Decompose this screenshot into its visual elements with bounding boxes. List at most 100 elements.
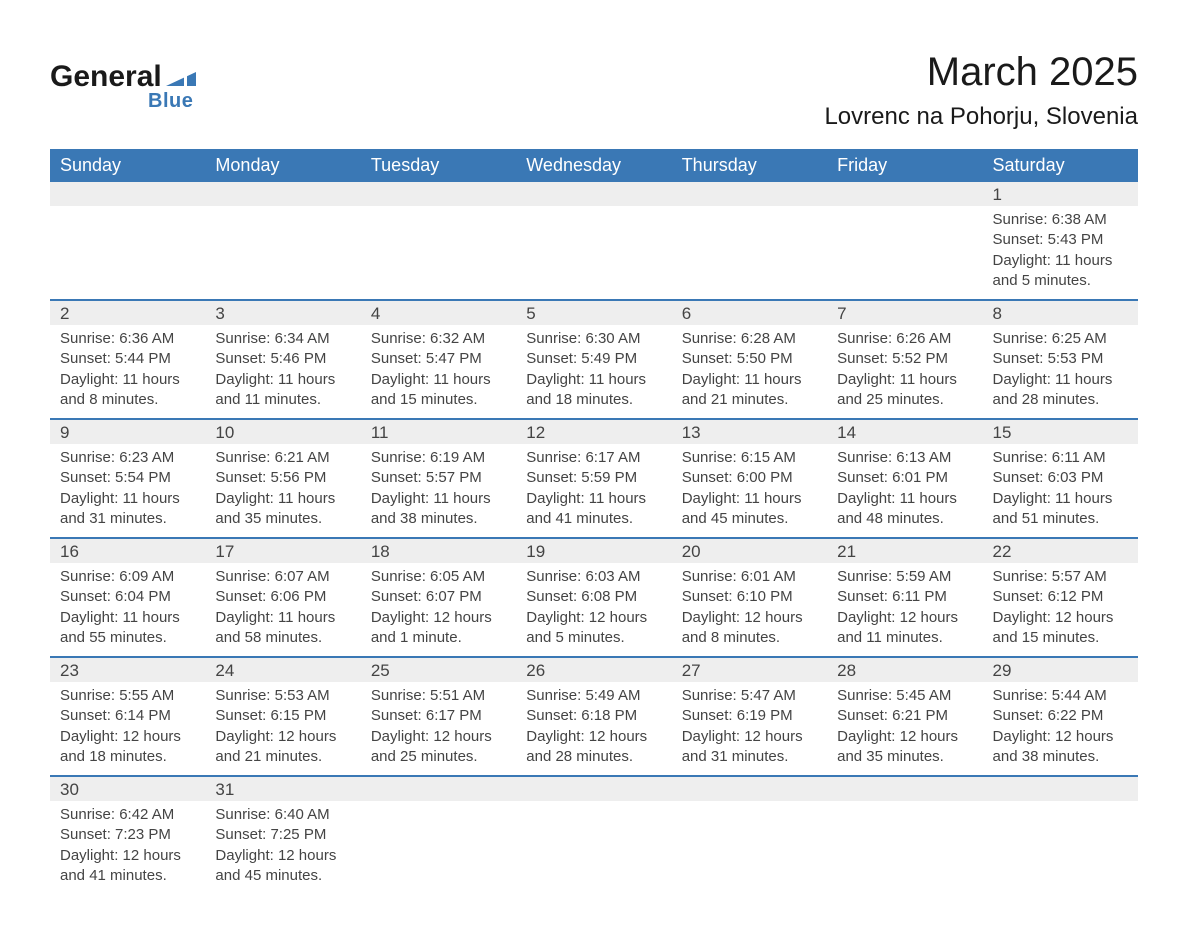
- day-number-bar: 23: [50, 658, 205, 682]
- day-cell: 6Sunrise: 6:28 AMSunset: 5:50 PMDaylight…: [672, 300, 827, 419]
- day-cell: 30Sunrise: 6:42 AMSunset: 7:23 PMDayligh…: [50, 776, 205, 894]
- day-number-bar: [827, 182, 982, 206]
- week-row: 30Sunrise: 6:42 AMSunset: 7:23 PMDayligh…: [50, 776, 1138, 894]
- logo-triangle-icon: [166, 62, 196, 92]
- day-number-bar: 24: [205, 658, 360, 682]
- week-row: 1Sunrise: 6:38 AMSunset: 5:43 PMDaylight…: [50, 182, 1138, 300]
- day-cell: 12Sunrise: 6:17 AMSunset: 5:59 PMDayligh…: [516, 419, 671, 538]
- day-number-bar: [205, 182, 360, 206]
- day-body: Sunrise: 6:38 AMSunset: 5:43 PMDaylight:…: [983, 206, 1138, 299]
- header-friday: Friday: [827, 149, 982, 182]
- day-cell: 28Sunrise: 5:45 AMSunset: 6:21 PMDayligh…: [827, 657, 982, 776]
- day-cell: 15Sunrise: 6:11 AMSunset: 6:03 PMDayligh…: [983, 419, 1138, 538]
- day-body: Sunrise: 5:55 AMSunset: 6:14 PMDaylight:…: [50, 682, 205, 775]
- sunrise-text: Sunrise: 6:34 AM: [215, 329, 350, 349]
- sunrise-text: Sunrise: 6:11 AM: [993, 448, 1128, 468]
- day-body: [50, 206, 205, 218]
- day-body: Sunrise: 6:28 AMSunset: 5:50 PMDaylight:…: [672, 325, 827, 418]
- day-body: Sunrise: 6:42 AMSunset: 7:23 PMDaylight:…: [50, 801, 205, 894]
- daylight-text: Daylight: 11 hours and 45 minutes.: [682, 489, 817, 530]
- sunrise-text: Sunrise: 6:36 AM: [60, 329, 195, 349]
- day-cell: 9Sunrise: 6:23 AMSunset: 5:54 PMDaylight…: [50, 419, 205, 538]
- day-cell: 18Sunrise: 6:05 AMSunset: 6:07 PMDayligh…: [361, 538, 516, 657]
- day-cell: 29Sunrise: 5:44 AMSunset: 6:22 PMDayligh…: [983, 657, 1138, 776]
- daylight-text: Daylight: 11 hours and 58 minutes.: [215, 608, 350, 649]
- day-number-bar: 31: [205, 777, 360, 801]
- day-body: Sunrise: 5:53 AMSunset: 6:15 PMDaylight:…: [205, 682, 360, 775]
- day-cell: [983, 776, 1138, 894]
- daylight-text: Daylight: 12 hours and 35 minutes.: [837, 727, 972, 768]
- day-number-bar: 16: [50, 539, 205, 563]
- daylight-text: Daylight: 11 hours and 28 minutes.: [993, 370, 1128, 411]
- daylight-text: Daylight: 12 hours and 45 minutes.: [215, 846, 350, 887]
- day-number-bar: [672, 182, 827, 206]
- sunset-text: Sunset: 6:22 PM: [993, 706, 1128, 726]
- sunrise-text: Sunrise: 6:25 AM: [993, 329, 1128, 349]
- sunset-text: Sunset: 5:52 PM: [837, 349, 972, 369]
- sunset-text: Sunset: 5:49 PM: [526, 349, 661, 369]
- week-row: 23Sunrise: 5:55 AMSunset: 6:14 PMDayligh…: [50, 657, 1138, 776]
- day-body: Sunrise: 6:34 AMSunset: 5:46 PMDaylight:…: [205, 325, 360, 418]
- sunrise-text: Sunrise: 6:05 AM: [371, 567, 506, 587]
- day-number-bar: 27: [672, 658, 827, 682]
- day-number-bar: 2: [50, 301, 205, 325]
- sunrise-text: Sunrise: 5:45 AM: [837, 686, 972, 706]
- day-body: Sunrise: 6:30 AMSunset: 5:49 PMDaylight:…: [516, 325, 671, 418]
- daylight-text: Daylight: 12 hours and 28 minutes.: [526, 727, 661, 768]
- daylight-text: Daylight: 12 hours and 15 minutes.: [993, 608, 1128, 649]
- daylight-text: Daylight: 12 hours and 21 minutes.: [215, 727, 350, 768]
- day-body: [516, 206, 671, 218]
- day-body: Sunrise: 5:47 AMSunset: 6:19 PMDaylight:…: [672, 682, 827, 775]
- day-number-bar: 10: [205, 420, 360, 444]
- sunset-text: Sunset: 6:18 PM: [526, 706, 661, 726]
- sunset-text: Sunset: 5:54 PM: [60, 468, 195, 488]
- header-thursday: Thursday: [672, 149, 827, 182]
- day-cell: [672, 776, 827, 894]
- calendar-table: Sunday Monday Tuesday Wednesday Thursday…: [50, 149, 1138, 894]
- sunset-text: Sunset: 6:14 PM: [60, 706, 195, 726]
- day-number-bar: [672, 777, 827, 801]
- day-cell: [361, 776, 516, 894]
- day-number-bar: 6: [672, 301, 827, 325]
- daylight-text: Daylight: 12 hours and 38 minutes.: [993, 727, 1128, 768]
- day-cell: [827, 182, 982, 300]
- day-cell: 13Sunrise: 6:15 AMSunset: 6:00 PMDayligh…: [672, 419, 827, 538]
- day-body: Sunrise: 6:15 AMSunset: 6:00 PMDaylight:…: [672, 444, 827, 537]
- sunset-text: Sunset: 5:46 PM: [215, 349, 350, 369]
- day-body: Sunrise: 5:59 AMSunset: 6:11 PMDaylight:…: [827, 563, 982, 656]
- day-number-bar: 5: [516, 301, 671, 325]
- sunset-text: Sunset: 6:12 PM: [993, 587, 1128, 607]
- daylight-text: Daylight: 11 hours and 5 minutes.: [993, 251, 1128, 292]
- sunrise-text: Sunrise: 6:13 AM: [837, 448, 972, 468]
- day-body: Sunrise: 6:01 AMSunset: 6:10 PMDaylight:…: [672, 563, 827, 656]
- day-cell: 24Sunrise: 5:53 AMSunset: 6:15 PMDayligh…: [205, 657, 360, 776]
- daylight-text: Daylight: 11 hours and 25 minutes.: [837, 370, 972, 411]
- day-number-bar: 22: [983, 539, 1138, 563]
- day-number-bar: 3: [205, 301, 360, 325]
- day-body: Sunrise: 6:13 AMSunset: 6:01 PMDaylight:…: [827, 444, 982, 537]
- week-row: 16Sunrise: 6:09 AMSunset: 6:04 PMDayligh…: [50, 538, 1138, 657]
- day-cell: 25Sunrise: 5:51 AMSunset: 6:17 PMDayligh…: [361, 657, 516, 776]
- day-body: Sunrise: 5:57 AMSunset: 6:12 PMDaylight:…: [983, 563, 1138, 656]
- day-body: [205, 206, 360, 218]
- sunset-text: Sunset: 5:56 PM: [215, 468, 350, 488]
- day-body: Sunrise: 5:44 AMSunset: 6:22 PMDaylight:…: [983, 682, 1138, 775]
- sunset-text: Sunset: 5:43 PM: [993, 230, 1128, 250]
- day-number-bar: 8: [983, 301, 1138, 325]
- day-body: [983, 801, 1138, 813]
- day-number-bar: 18: [361, 539, 516, 563]
- day-body: Sunrise: 5:49 AMSunset: 6:18 PMDaylight:…: [516, 682, 671, 775]
- daylight-text: Daylight: 11 hours and 55 minutes.: [60, 608, 195, 649]
- day-cell: [827, 776, 982, 894]
- day-cell: 21Sunrise: 5:59 AMSunset: 6:11 PMDayligh…: [827, 538, 982, 657]
- sunrise-text: Sunrise: 6:23 AM: [60, 448, 195, 468]
- sunset-text: Sunset: 6:21 PM: [837, 706, 972, 726]
- day-number-bar: [516, 777, 671, 801]
- sunset-text: Sunset: 6:19 PM: [682, 706, 817, 726]
- day-cell: 10Sunrise: 6:21 AMSunset: 5:56 PMDayligh…: [205, 419, 360, 538]
- sunrise-text: Sunrise: 6:09 AM: [60, 567, 195, 587]
- sunrise-text: Sunrise: 6:21 AM: [215, 448, 350, 468]
- daylight-text: Daylight: 11 hours and 41 minutes.: [526, 489, 661, 530]
- day-body: Sunrise: 6:03 AMSunset: 6:08 PMDaylight:…: [516, 563, 671, 656]
- day-body: [827, 801, 982, 813]
